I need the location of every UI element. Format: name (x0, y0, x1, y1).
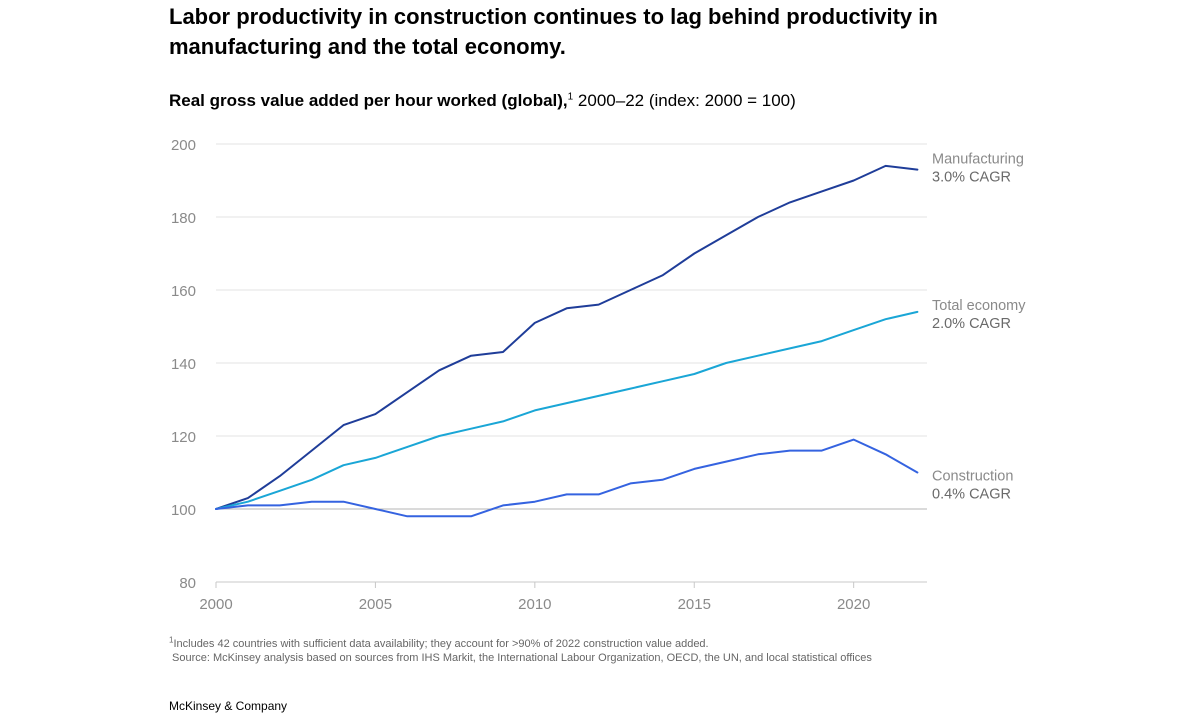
series-line-construction (215, 438, 919, 518)
footnote-marker: 1 (169, 635, 174, 645)
footnote: 1Includes 42 countries with sufficient d… (169, 635, 872, 665)
gridlines (216, 143, 927, 583)
subtitle-footnote-marker: 1 (567, 91, 574, 103)
y-tick-label: 100 (171, 502, 196, 519)
x-tick-label: 2005 (359, 596, 392, 613)
y-tick-label: 120 (171, 429, 196, 446)
y-axis: 80 100 120 140 160 180 200 (171, 137, 196, 592)
series-label-cagr: 2.0% CAGR (932, 316, 1011, 332)
y-tick-label: 140 (171, 356, 196, 373)
series-label-cagr: 0.4% CAGR (932, 487, 1011, 503)
y-tick-label: 160 (171, 283, 196, 300)
series-labels: Manufacturing 3.0% CAGR Total economy 2.0% … (932, 152, 1026, 503)
series-label-name: Construction (932, 469, 1013, 485)
y-tick-label: 80 (179, 575, 196, 592)
chart-subtitle: Real gross value added per hour worked (… (169, 90, 796, 112)
source-note: Source: McKinsey analysis based on sourc… (172, 652, 872, 664)
series-label-cagr: 3.0% CAGR (932, 170, 1011, 186)
x-tick-label: 2010 (518, 596, 551, 613)
x-tick-label: 2015 (678, 596, 711, 613)
series-line-total-economy (215, 310, 919, 510)
subtitle-measure: Real gross value added per hour worked (… (169, 91, 568, 110)
series-label-name: Total economy (932, 298, 1026, 314)
y-tick-label: 200 (171, 137, 196, 154)
chart-title: Labor productivity in construction conti… (169, 4, 938, 59)
y-tick-label: 180 (171, 210, 196, 227)
series-lines (215, 164, 919, 518)
x-tick-label: 2000 (199, 596, 232, 613)
x-axis: 2000 2005 2010 2015 2020 (199, 582, 870, 613)
x-tick-label: 2020 (837, 596, 870, 613)
series-line-manufacturing (215, 164, 919, 510)
series-label-name: Manufacturing (932, 152, 1024, 168)
subtitle-range: 2000–22 (index: 2000 = 100) (573, 91, 796, 110)
brand-logo-text: McKinsey & Company (169, 699, 288, 713)
footnote-text: Includes 42 countries with sufficient da… (173, 638, 709, 650)
